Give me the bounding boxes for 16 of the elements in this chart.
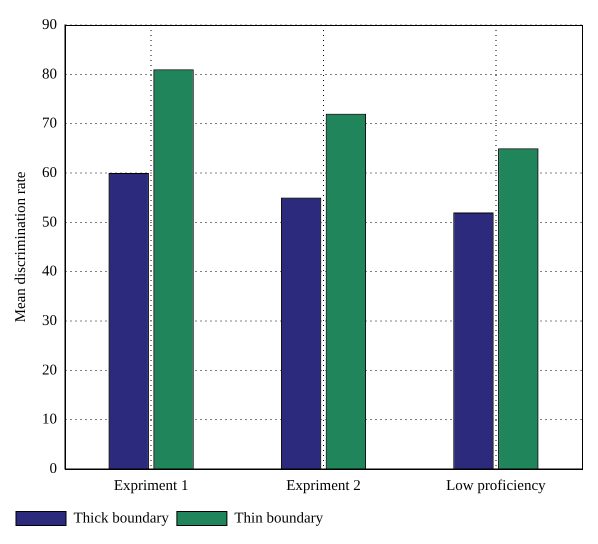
y-tick-label: 30 <box>42 312 57 329</box>
y-tick-label: 60 <box>42 164 57 181</box>
y-tick-label: 90 <box>42 16 57 33</box>
x-tick-label: Expriment 1 <box>114 478 188 494</box>
y-tick-label: 50 <box>42 214 57 230</box>
x-tick-label: Expriment 2 <box>286 478 361 494</box>
legend-label: Thick boundary <box>74 510 170 526</box>
y-tick-label: 40 <box>42 264 57 280</box>
y-tick-label: 10 <box>42 412 57 428</box>
x-tick-label: Low proficiency <box>446 478 546 494</box>
y-tick-label: 0 <box>50 460 57 477</box>
legend-label: Thin boundary <box>234 510 324 526</box>
y-tick-label: 80 <box>42 66 57 82</box>
y-tick-label: 70 <box>42 116 57 132</box>
y-tick-label: 20 <box>42 362 57 378</box>
y-axis-title: Mean discrimination rate <box>12 171 29 322</box>
